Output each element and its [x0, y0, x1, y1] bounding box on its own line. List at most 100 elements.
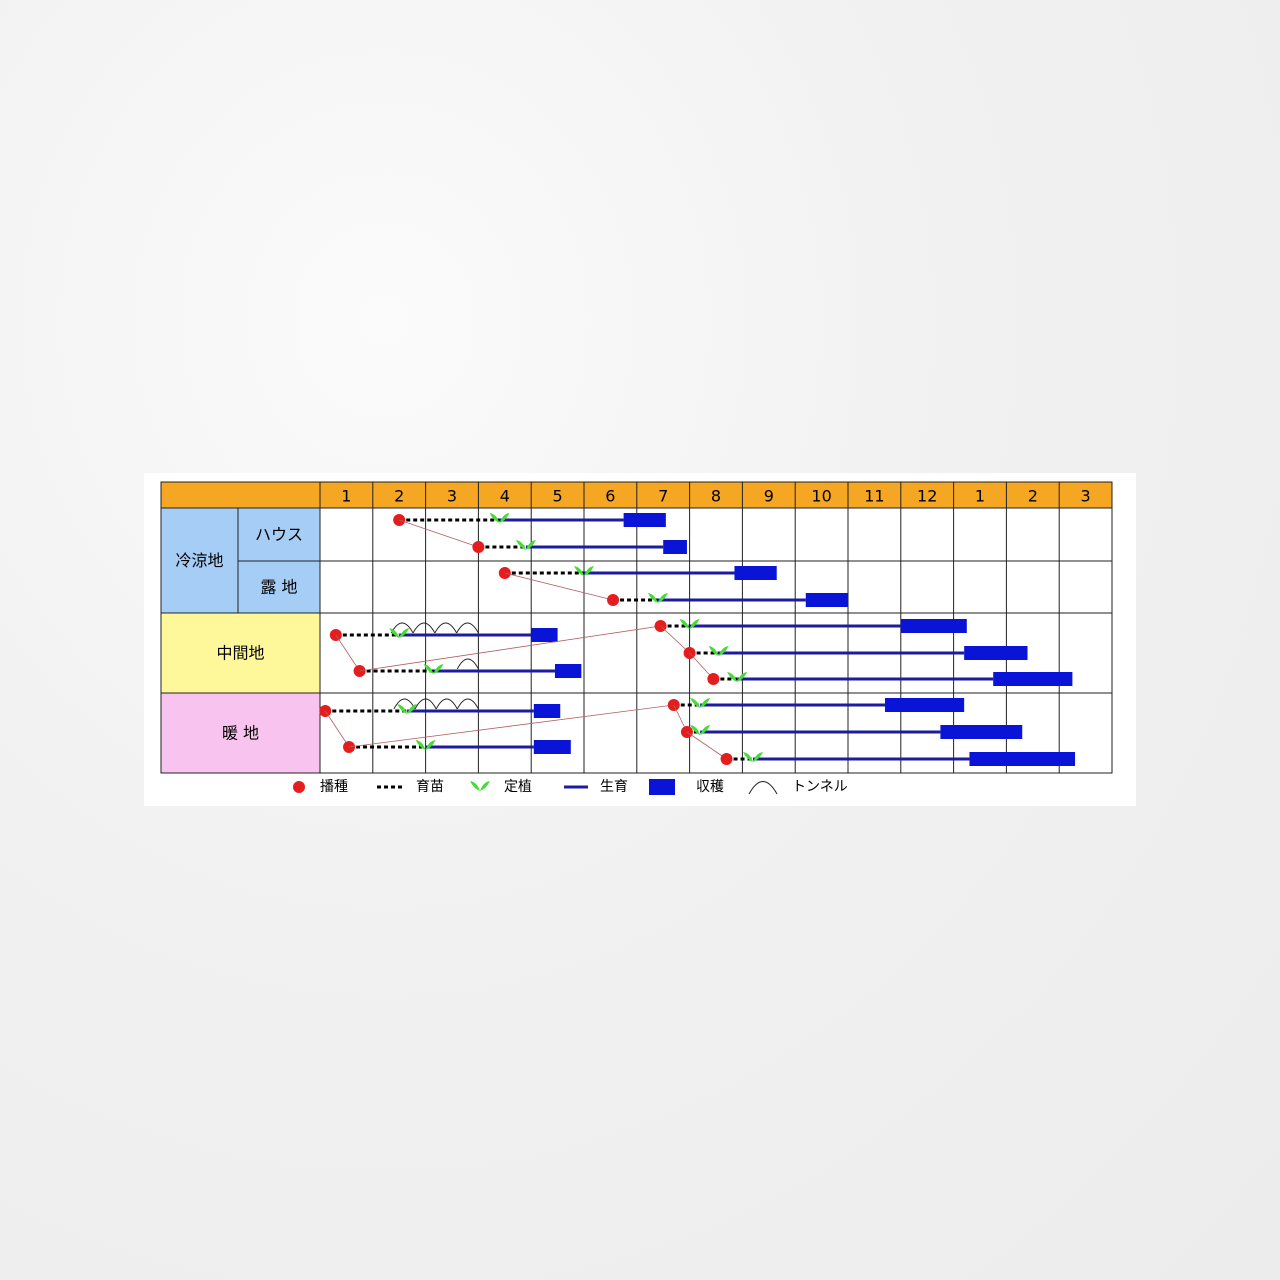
planting-leaf-left [574, 566, 584, 576]
planting-leaf-left [742, 752, 753, 762]
planting-mark [574, 566, 594, 576]
planting-leaf-right [689, 619, 700, 629]
planting-leaf-right [752, 752, 763, 762]
harvest-bar [663, 540, 687, 554]
planting-leaf-left [397, 704, 408, 714]
tunnel-arc [414, 698, 437, 710]
middle-region-cell [161, 613, 320, 693]
month-label: 11 [864, 487, 884, 506]
planting-leaf-right [700, 698, 711, 708]
planting-schedule-card: 1 2 3 4 5 6 7 8 9 10 11 12 1 2 3 冷涼地 ハウス露 地中間地暖 地 播種 育苗 定植… [144, 473, 1136, 806]
harvest-bar [533, 704, 561, 718]
planting-leaf-left [708, 646, 719, 656]
region-label-open-field: 露 地 [260, 578, 297, 597]
planting-leaf-left [515, 540, 526, 550]
planting-leaf-left [470, 781, 480, 791]
planting-leaf-left [690, 698, 701, 708]
sowing-connector [359, 625, 661, 672]
sowing-connector [399, 519, 479, 548]
planting-leaf-left [489, 513, 500, 523]
month-label: 3 [447, 487, 457, 506]
planting-leaf-right [399, 628, 410, 638]
month-label: 5 [553, 487, 563, 506]
planting-mark [690, 725, 711, 735]
planting-leaf-left [415, 740, 426, 750]
planting-mark [742, 752, 763, 762]
planting-mark [397, 704, 418, 714]
sowing-connector [686, 731, 727, 760]
legend-harvest-label: 収穫 [696, 779, 724, 795]
tunnel-arc [456, 658, 479, 670]
month-label: 10 [811, 487, 831, 506]
sowing-connector [324, 710, 350, 748]
harvest-bar [533, 740, 571, 754]
harvest-bar [964, 646, 1028, 660]
legend-seedling-label: 育苗 [416, 779, 444, 795]
legend-sowing-label: 播種 [320, 779, 348, 795]
harvest-bar [993, 672, 1073, 686]
planting-leaf-right [657, 593, 668, 603]
month-label: 8 [711, 487, 721, 506]
month-label: 7 [658, 487, 668, 506]
planting-leaf-right [737, 672, 748, 682]
planting-leaf-right [584, 566, 594, 576]
planting-leaf-right [718, 646, 729, 656]
legend-planting-label: 定植 [504, 779, 532, 795]
region-label-cool: 冷涼地 [175, 551, 223, 570]
month-label: 9 [764, 487, 774, 506]
legend-harvest-bar [649, 779, 675, 795]
region-label-warm: 暖 地 [222, 724, 259, 743]
harvest-bar [969, 752, 1076, 766]
month-label: 1 [975, 487, 985, 506]
tunnel-arc [435, 698, 458, 710]
month-label: 4 [500, 487, 510, 506]
harvest-bar [554, 664, 582, 678]
sowing-dot [343, 741, 356, 753]
harvest-bar [805, 593, 848, 607]
harvest-bar [884, 698, 965, 712]
harvest-bar [623, 513, 666, 527]
planting-leaf-left [690, 725, 701, 735]
planting-mark [489, 513, 510, 523]
planting-leaf-right [499, 513, 510, 523]
legend-sowing-dot [293, 781, 305, 793]
planting-mark [690, 698, 711, 708]
planting-mark [389, 628, 410, 638]
planting-mark [423, 664, 444, 674]
planting-mark [679, 619, 700, 629]
harvest-bar [531, 628, 558, 642]
sowing-connector [504, 572, 614, 601]
harvest-bar [940, 725, 1023, 739]
sowing-dot [607, 594, 620, 606]
month-label: 2 [1028, 487, 1038, 506]
planting-leaf-right [525, 540, 536, 550]
planting-leaf-right [433, 664, 444, 674]
planting-leaf-left [727, 672, 738, 682]
month-label: 3 [1081, 487, 1091, 506]
tunnel-arc [434, 622, 458, 634]
planting-leaf-right [700, 725, 711, 735]
harvest-bar [900, 619, 967, 633]
month-label: 2 [394, 487, 404, 506]
month-label: 1 [341, 487, 351, 506]
sowing-dot [707, 673, 720, 685]
planting-mark [515, 540, 536, 550]
sowing-dot [720, 753, 733, 765]
planting-leaf-left [647, 593, 658, 603]
planting-leaf-right [425, 740, 436, 750]
month-label: 6 [605, 487, 615, 506]
planting-mark [415, 740, 436, 750]
region-label-house: ハウス [255, 525, 303, 544]
harvest-bar [734, 566, 777, 580]
planting-leaf-left [389, 628, 400, 638]
planting-mark [647, 593, 668, 603]
tunnel-arc [456, 622, 479, 634]
region-label-middle: 中間地 [216, 644, 264, 663]
sowing-connector [335, 634, 360, 672]
legend-growth-label: 生育 [600, 779, 628, 795]
sowing-connector [348, 704, 674, 748]
planting-mark [727, 672, 748, 682]
month-label: 12 [917, 487, 937, 506]
planting-leaf-left [679, 619, 690, 629]
